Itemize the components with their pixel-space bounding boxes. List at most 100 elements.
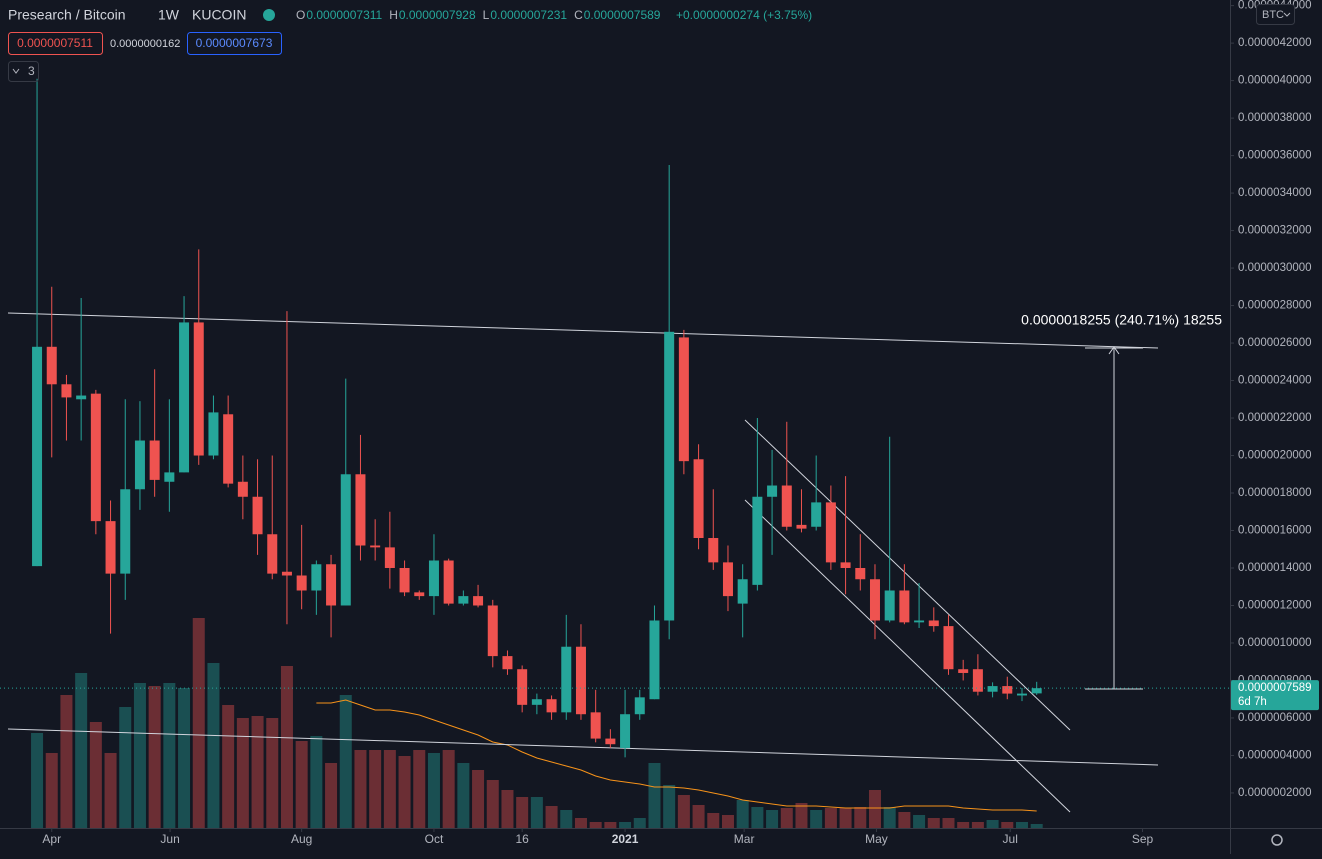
symbol: Presearch / Bitcoin — [8, 7, 126, 23]
indicators-toggle[interactable] — [8, 61, 39, 82]
buy-button[interactable] — [187, 32, 282, 55]
ohlc-key: L — [483, 8, 490, 22]
candle-body — [575, 646, 586, 715]
y-tick-label: 0.0000042000 — [1238, 37, 1312, 49]
candle-body — [164, 472, 175, 482]
candle-body — [487, 605, 498, 657]
candle-body — [252, 496, 263, 535]
volume-bar — [692, 805, 705, 828]
candle-body — [914, 620, 925, 623]
channel-line[interactable] — [744, 419, 1071, 731]
volume-bar — [339, 695, 352, 828]
candle-body — [664, 331, 675, 621]
volume-bar — [383, 750, 396, 828]
volume-bar — [427, 753, 440, 828]
volume-bar — [222, 705, 235, 828]
volume-bar — [266, 718, 279, 828]
volume-bar — [530, 797, 543, 828]
chevron — [1283, 12, 1291, 17]
candle-body — [134, 440, 145, 490]
volume-bar — [133, 683, 146, 828]
y-tick-label: 0.0000038000 — [1238, 112, 1312, 124]
y-tick-label: 0.0000032000 — [1238, 225, 1312, 237]
volume-bar — [457, 763, 470, 828]
candle-body — [237, 481, 248, 497]
ohlc-value: 0.0000007589 — [584, 8, 661, 22]
trend-line[interactable] — [7, 728, 1159, 766]
volume-bar — [868, 790, 881, 828]
volume-bar — [574, 818, 587, 828]
last-price-label: 0.0000007589 — [1238, 682, 1312, 694]
y-tick-label: 0.0000018000 — [1238, 487, 1312, 499]
x-tick-label: Aug — [291, 832, 312, 846]
x-tick-label: Jul — [1003, 832, 1018, 846]
candle-body — [855, 567, 866, 580]
trend-line[interactable] — [7, 312, 1159, 349]
volume-bar — [957, 822, 970, 828]
candle-body — [399, 567, 410, 593]
volume-bar — [310, 736, 323, 828]
y-tick-label: 0.0000006000 — [1238, 712, 1312, 724]
x-tick-label: Mar — [734, 832, 755, 846]
candle-body — [473, 596, 484, 606]
x-tick-label: Apr — [42, 832, 61, 846]
settings-icon[interactable] — [1271, 834, 1283, 846]
volume-bar — [398, 756, 411, 828]
candle-body — [590, 712, 601, 739]
volume-bar — [31, 733, 44, 828]
candle-body — [752, 496, 763, 585]
candle-body — [649, 620, 660, 700]
volume-bar — [942, 818, 955, 828]
volume-bar — [810, 810, 823, 828]
candle-body — [840, 562, 851, 568]
sell-button[interactable] — [8, 32, 103, 55]
candles — [32, 78, 1042, 758]
volume-bar — [148, 686, 161, 828]
candle-body — [120, 489, 131, 574]
y-tick-label: 0.0000020000 — [1238, 450, 1312, 462]
y-tick-label: 0.0000026000 — [1238, 337, 1312, 349]
candle-body — [149, 440, 160, 480]
candle-body — [340, 474, 351, 606]
volume-bar — [486, 780, 499, 828]
volume-bar — [516, 797, 529, 828]
candle-body — [105, 521, 116, 574]
x-tick-label: 2021 — [612, 832, 639, 846]
candle-body — [355, 474, 366, 546]
ohlc-key: H — [389, 8, 398, 22]
status-icon[interactable] — [263, 9, 275, 21]
volume-bar — [192, 618, 205, 828]
candle-body — [767, 485, 778, 497]
candle-body — [884, 590, 895, 621]
candle-body — [370, 545, 381, 548]
candle-body — [958, 669, 969, 673]
y-tick-label: 0.0000036000 — [1238, 150, 1312, 162]
volume-bar — [1030, 824, 1043, 828]
candle-body — [693, 459, 704, 539]
volume-bar — [545, 806, 558, 828]
candle-body — [179, 322, 190, 473]
interval: 1W — [158, 7, 180, 23]
volume-ma-line — [316, 699, 1037, 812]
countdown: 6d 7h — [1238, 696, 1267, 708]
volume-bar — [707, 813, 720, 828]
candle-body — [943, 626, 954, 670]
candle-body — [825, 502, 836, 563]
channel-line[interactable] — [744, 499, 1071, 813]
volume-bar — [295, 741, 308, 828]
candle-body — [605, 738, 616, 745]
candle-body — [414, 592, 425, 597]
volume-bar — [325, 763, 338, 828]
x-tick-label: 16 — [515, 832, 529, 846]
x-tick-label: Jun — [160, 832, 179, 846]
currency-select[interactable] — [1256, 4, 1295, 25]
volume-bar — [619, 822, 632, 828]
volume-bar — [898, 812, 911, 828]
y-tick-label: 0.0000028000 — [1238, 300, 1312, 312]
volume-bar — [780, 808, 793, 828]
y-tick-label: 0.0000010000 — [1238, 637, 1312, 649]
volume-bar — [280, 666, 293, 828]
candle-body — [796, 524, 807, 529]
volume-bar — [251, 716, 264, 828]
y-tick-label: 0.0000040000 — [1238, 75, 1312, 87]
